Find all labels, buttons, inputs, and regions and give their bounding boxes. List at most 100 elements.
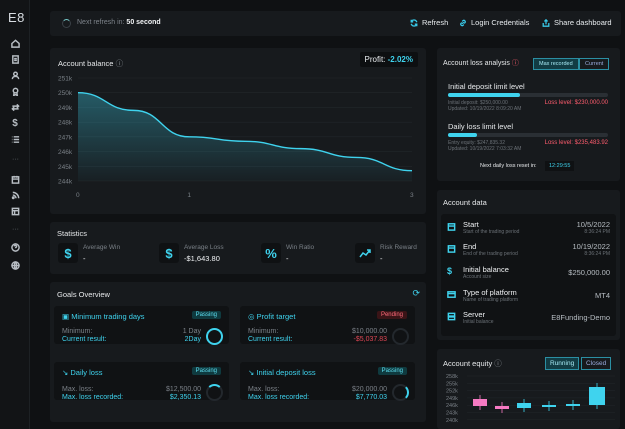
trend-down-icon: ↘ <box>248 368 255 377</box>
nav-separator: ··· <box>12 226 19 233</box>
goal-label: Minimum: <box>62 328 93 335</box>
average-loss-value: -$1,643.80 <box>184 254 220 263</box>
daily-limit-track <box>448 133 608 137</box>
goal-current-label: Current result: <box>62 336 107 343</box>
info-icon: ⓘ <box>511 60 519 67</box>
home-icon[interactable] <box>10 38 20 48</box>
progress-ring <box>392 384 409 401</box>
reset-timer: 12:29:55 <box>545 161 575 171</box>
balance-area <box>78 92 412 181</box>
risk-reward-label: Risk Reward <box>380 244 417 251</box>
goal-current-value: -$5,037.83 <box>353 336 387 343</box>
row-value: $250,000.00 <box>568 268 610 277</box>
feed-icon[interactable] <box>10 190 20 200</box>
progress-ring <box>392 328 409 345</box>
dollar-icon[interactable]: $ <box>12 117 18 129</box>
tab-running[interactable]: Running <box>545 357 580 370</box>
goal-daily-loss: ↘ Daily loss Passing Max. loss: $12,500.… <box>54 362 229 401</box>
globe-icon[interactable] <box>10 260 20 270</box>
y-tick-label: 245k <box>58 164 73 171</box>
refresh-spinner-icon <box>62 19 71 28</box>
monitor-icon <box>447 290 456 299</box>
row-subtitle: Name of trading platform <box>463 297 519 303</box>
daily-limit-title: Daily loss limit level <box>448 122 514 131</box>
refresh-icon[interactable]: ⟳ <box>412 288 420 298</box>
goals-overview-title: Goals Overview <box>57 290 110 299</box>
calendar-icon <box>447 244 456 253</box>
goal-label: Max. loss: <box>248 386 280 393</box>
document-icon[interactable] <box>10 54 20 64</box>
goal-title: ↘ Daily loss <box>62 368 103 377</box>
y-tick-label: 252k <box>446 389 458 395</box>
initial-loss-level: Loss level: $230,000.00 <box>544 100 608 106</box>
y-tick-label: 240k <box>446 418 458 424</box>
trend-down-icon: ↘ <box>62 368 69 377</box>
initial-limit-track <box>448 93 608 97</box>
goal-initial-deposit-loss: ↘ Initial deposit loss Passing Max. loss… <box>240 362 415 401</box>
x-tick-label: 3 <box>410 192 414 199</box>
dollar-icon: $ <box>447 266 453 276</box>
tab-max-recorded[interactable]: Max recorded <box>533 58 579 70</box>
calendar-icon[interactable] <box>10 174 20 184</box>
status-badge: Passing <box>191 367 221 375</box>
layout-icon[interactable] <box>10 206 20 216</box>
daily-loss-level: Loss level: $235,483.92 <box>544 140 608 146</box>
account-balance-title: Account balance ⓘ <box>58 59 124 68</box>
candle <box>473 399 487 406</box>
y-tick-label: 250k <box>58 90 73 97</box>
login-credentials-button[interactable]: Login Credentials <box>459 18 529 27</box>
row-subtitle: End of the trading period <box>463 251 518 257</box>
account-balance-card: Account balance ⓘ Profit: -2.02% 251k 250… <box>50 48 426 214</box>
row-value: 10/5/2022 <box>576 220 610 229</box>
row-value: 10/19/2022 <box>572 242 610 251</box>
list-icon[interactable] <box>10 134 20 144</box>
status-badge: Pending <box>376 311 407 319</box>
help-icon[interactable] <box>10 242 20 252</box>
average-win-label: Average Win <box>83 244 121 251</box>
award-icon[interactable] <box>10 86 20 96</box>
row-title: Initial balance <box>463 265 509 274</box>
win-ratio-value: - <box>286 254 289 263</box>
tab-current[interactable]: Current <box>579 58 610 70</box>
refresh-icon <box>410 18 418 27</box>
row-value-time: 8:36:24 PM <box>584 229 610 235</box>
swap-icon[interactable] <box>10 102 20 112</box>
daily-updated-text: Updated: 10/19/2022 7:03:32 AM <box>448 146 522 152</box>
calendar-icon: ▣ <box>62 312 70 321</box>
row-subtitle: Start of the trading period <box>463 229 520 235</box>
y-tick-label: 243k <box>446 411 458 417</box>
goal-value: $12,500.00 <box>165 386 201 393</box>
row-value-time: 8:36:24 PM <box>584 251 610 257</box>
average-loss-icon: $ <box>159 243 179 263</box>
refresh-countdown: Next refresh in: 50 second <box>77 19 161 26</box>
share-dashboard-button[interactable]: Share dashboard <box>542 18 612 27</box>
y-tick-label: 249k <box>58 105 73 112</box>
goal-value: $10,000.00 <box>351 328 387 335</box>
daily-limit-bar <box>448 133 477 137</box>
target-icon: ◎ <box>248 312 255 321</box>
candle <box>542 405 556 407</box>
logo: E8 <box>8 10 25 25</box>
account-equity-title: Account equity ⓘ <box>443 359 502 368</box>
goal-value: 1 Day <box>182 328 201 335</box>
candle <box>566 404 580 406</box>
user-icon[interactable] <box>10 70 20 80</box>
y-tick-label: 255k <box>446 381 458 387</box>
account-data-panel <box>441 214 616 336</box>
goal-profit-target: ◎ Profit target Pending Minimum: $10,000… <box>240 306 415 345</box>
goal-label: Max. loss: <box>62 386 94 393</box>
row-value: MT4 <box>595 291 610 300</box>
candle <box>517 403 531 408</box>
row-title: End <box>463 242 477 251</box>
y-tick-label: 251k <box>58 76 73 83</box>
y-tick-label: 249k <box>446 396 458 402</box>
nav-separator: ··· <box>12 156 19 163</box>
share-icon <box>542 18 550 27</box>
tab-closed[interactable]: Closed <box>581 357 612 370</box>
loss-analysis-title: Account loss analysis ⓘ <box>443 60 519 67</box>
goals-overview-card: Goals Overview ⟳ ▣ Minimum trading days … <box>50 282 426 422</box>
refresh-button[interactable]: Refresh <box>410 18 448 27</box>
goal-current-label: Max. loss recorded: <box>62 394 124 401</box>
risk-reward-icon <box>355 243 375 263</box>
